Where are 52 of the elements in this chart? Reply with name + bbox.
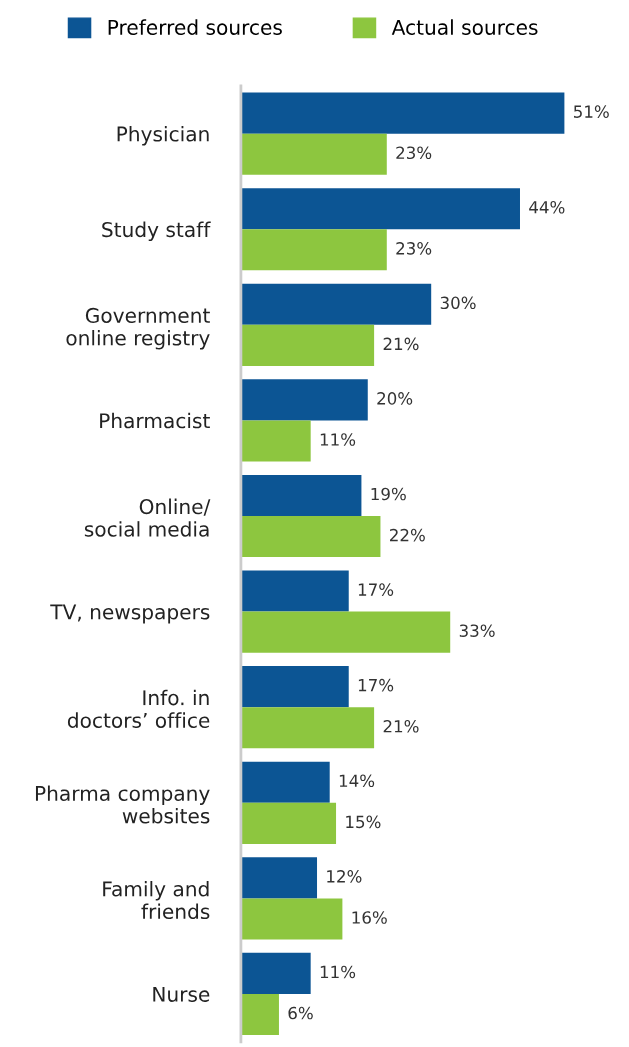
bar xyxy=(240,420,311,462)
bar xyxy=(240,283,432,325)
bar xyxy=(240,516,381,558)
bar xyxy=(240,857,318,899)
bar xyxy=(240,802,337,844)
data-label: 44% xyxy=(529,200,565,214)
data-label: 22% xyxy=(390,528,425,542)
y-tick-label: Family and friends xyxy=(103,880,210,920)
data-label: 15% xyxy=(346,815,381,829)
data-label: 12% xyxy=(327,870,362,883)
data-label: 33% xyxy=(459,624,495,637)
bar xyxy=(240,611,451,653)
data-label: 17% xyxy=(358,678,394,692)
bar xyxy=(240,324,375,366)
bar xyxy=(240,993,279,1036)
data-label: 19% xyxy=(371,487,406,501)
bar xyxy=(240,229,387,271)
bar xyxy=(240,666,349,708)
bar xyxy=(240,188,520,230)
bar xyxy=(240,133,387,175)
y-tick-label: Physician xyxy=(117,126,209,146)
data-label: 51% xyxy=(574,105,609,118)
data-label: 16% xyxy=(352,911,387,924)
data-label: 23% xyxy=(396,146,432,160)
data-label: 30% xyxy=(440,296,476,310)
legend-label: Actual sources xyxy=(391,19,538,35)
data-label: 6% xyxy=(288,1006,313,1020)
bar xyxy=(240,707,375,749)
bar xyxy=(240,952,311,994)
legend-label: Preferred sources xyxy=(108,19,282,35)
bar xyxy=(240,570,349,612)
data-label: 11% xyxy=(320,965,356,979)
bar xyxy=(240,898,343,940)
bar xyxy=(240,761,330,803)
data-label: 20% xyxy=(377,392,413,405)
y-tick-label: Pharmacist xyxy=(100,412,210,429)
bar xyxy=(240,474,362,517)
y-tick-label: Info. in doctors’ office xyxy=(67,689,210,728)
data-label: 21% xyxy=(383,337,419,351)
y-tick-label: TV, newspapers xyxy=(50,604,210,624)
data-label: 11% xyxy=(320,433,356,446)
y-tick-label: Study staff xyxy=(102,221,211,242)
y-tick-label: Pharma company websites xyxy=(35,785,210,824)
bar xyxy=(240,379,368,421)
bar xyxy=(240,92,565,134)
data-label: 23% xyxy=(396,242,432,255)
y-tick-label: Government online registry xyxy=(66,307,210,350)
data-label: 17% xyxy=(358,583,394,596)
y-tick-label: Nurse xyxy=(153,986,210,1002)
data-label: 14% xyxy=(339,774,375,788)
y-tick-label: Online/ social media xyxy=(84,498,211,537)
data-label: 21% xyxy=(383,719,419,733)
